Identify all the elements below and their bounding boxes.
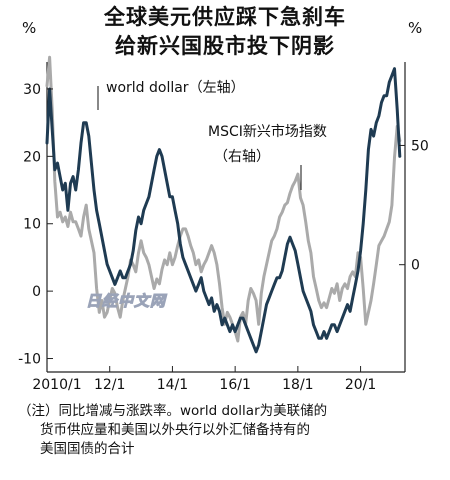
world-dollar-label: world dollar（左轴） [106,80,245,96]
msci-label: MSCI新兴市场指数 [208,123,327,140]
series-layer [45,55,402,354]
left-tick-label: 10 [23,217,41,233]
msci-label-axis: （右轴） [214,149,270,165]
right-axis-unit: % [408,19,423,37]
x-tick-label: 12/1 [94,377,125,393]
footnote-line3: 美国国债的合计 [40,441,135,457]
left-axis-unit: % [22,19,37,37]
right-tick-label: 0 [411,258,420,274]
watermark: 日经中文网 [86,292,168,310]
footnote-line2: 货币供应量和美国以外央行以外汇储备持有的 [40,422,310,438]
right-tick-label: 50 [411,138,429,154]
footnote-line1: （注）同比增减与涨跌率。world dollar为美联储的 [18,403,328,419]
x-tick-label: 14/1 [157,377,188,393]
chart-title-line2: 给新兴国股市投下阴影 [115,34,335,58]
annotation-layer: world dollar（左轴） MSCI新兴市场指数 （右轴） [97,80,327,190]
x-tick-label: 16/1 [219,377,250,393]
x-tick-label: 2010/1 [32,377,81,393]
x-tick-label: 18/1 [282,377,313,393]
chart-title-line1: 全球美元供应踩下急刹车 [104,5,346,29]
series-line-world-dollar [45,67,402,354]
left-tick-label: 20 [23,149,41,165]
tick-layer: 30 20 10 0 -10 50 0 2010/1 12/1 14/1 16/1 18/1 20/1 [18,82,429,393]
left-tick-label: 30 [23,82,41,98]
left-tick-label: 0 [32,284,41,300]
series-line-msci-em [45,55,402,343]
left-tick-label: -10 [18,352,41,368]
x-tick-label: 20/1 [345,377,376,393]
